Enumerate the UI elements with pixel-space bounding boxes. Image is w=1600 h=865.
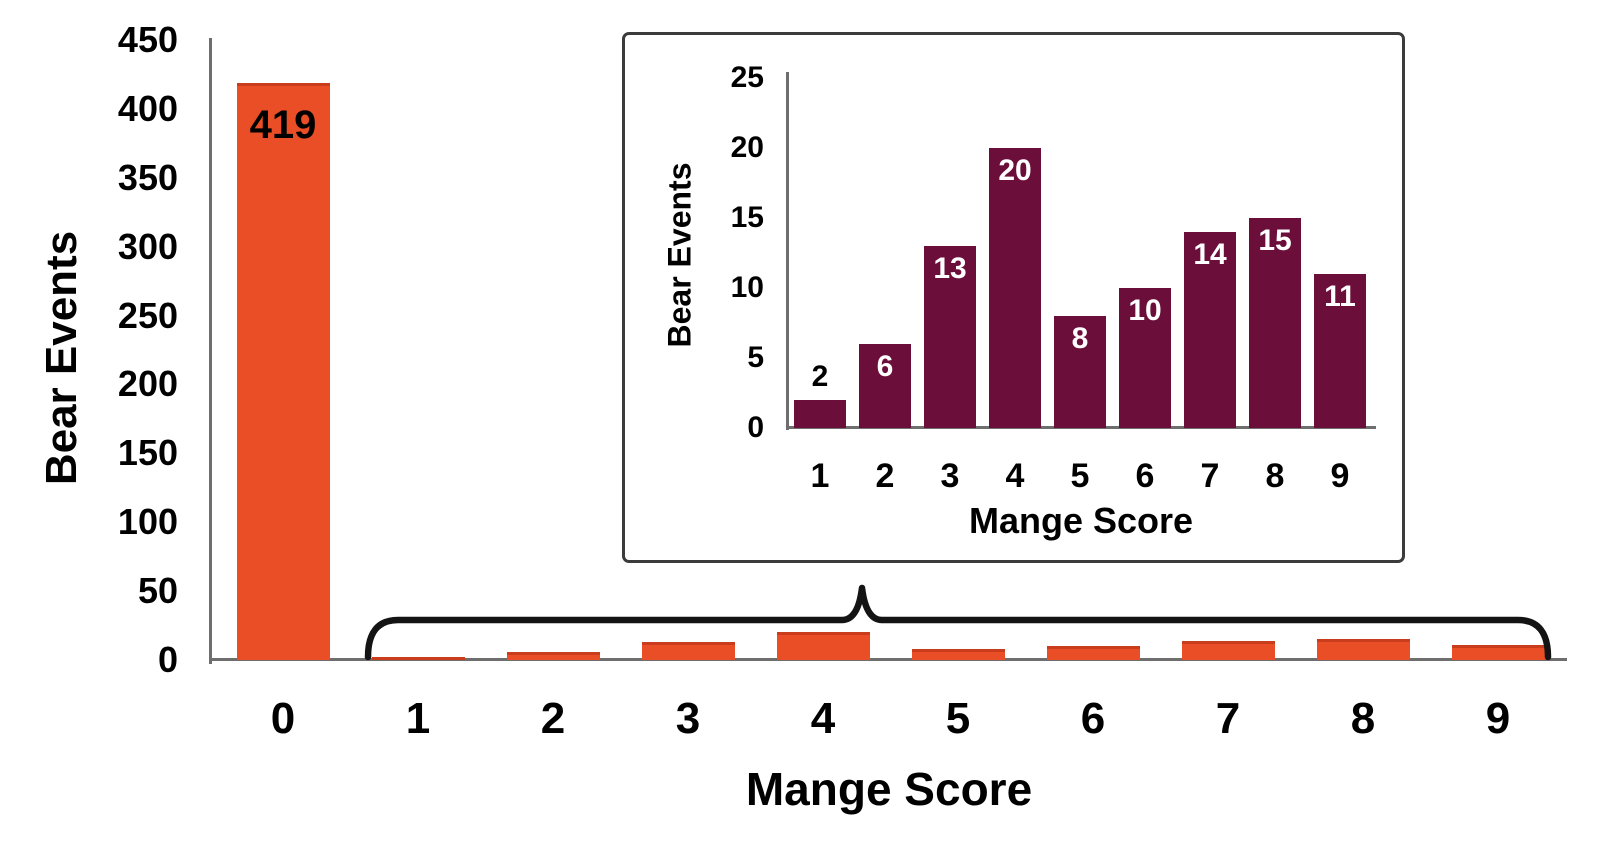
x-tick-label: 3 — [675, 694, 701, 743]
y-tick-label: 150 — [117, 432, 178, 474]
bar-mange-score-1 — [794, 400, 846, 428]
bar-mange-score-4 — [989, 148, 1041, 428]
bar-value-label: 10 — [1128, 294, 1162, 327]
y-tick-label: 300 — [117, 225, 178, 267]
y-tick-label: 5 — [747, 341, 764, 374]
y-tick-label: 200 — [117, 363, 178, 405]
bar-value-label: 2 — [811, 360, 829, 393]
y-tick-label: 10 — [730, 271, 764, 304]
y-tick-label: 250 — [117, 294, 178, 336]
x-tick-label: 6 — [1080, 694, 1106, 743]
x-tick-label: 4 — [1005, 457, 1025, 495]
bar-mange-score-4 — [776, 632, 870, 660]
bar-mange-score-0 — [236, 82, 330, 660]
y-tick-label: 400 — [117, 87, 178, 129]
bar-value-label: 20 — [998, 154, 1032, 187]
x-tick-label: 6 — [1135, 457, 1155, 495]
bar-mange-score-9 — [1314, 274, 1366, 428]
bar-value-label: 13 — [933, 252, 967, 285]
y-tick-label: 15 — [730, 201, 764, 234]
x-tick-label: 2 — [875, 457, 895, 495]
y-tick-label: 20 — [730, 131, 764, 164]
inset-y-axis-line — [786, 72, 789, 430]
bar-mange-score-3 — [641, 642, 735, 660]
bar-mange-score-5 — [911, 648, 1005, 660]
bar-value-label: 419 — [249, 102, 317, 147]
bar-mange-score-2 — [859, 344, 911, 428]
y-tick-label: 50 — [137, 570, 178, 612]
x-tick-label: 9 — [1330, 457, 1350, 495]
bar-mange-score-7 — [1184, 232, 1236, 428]
y-tick-label: 25 — [730, 61, 764, 94]
bar-mange-score-8 — [1249, 218, 1301, 428]
x-tick-label: 7 — [1200, 457, 1220, 495]
inset-x-axis-title: Mange Score — [968, 500, 1194, 541]
x-tick-label: 8 — [1350, 694, 1376, 743]
bar-mange-score-1 — [371, 657, 465, 660]
inset-chart-panel: Bear Events Mange Score 0 5 10 15 20 25 2 1 6 2 13… — [622, 32, 1405, 563]
x-tick-label: 4 — [810, 694, 836, 743]
y-tick-label: 100 — [117, 501, 178, 543]
bar-mange-score-7 — [1181, 640, 1275, 660]
x-tick-label: 3 — [940, 457, 960, 495]
x-tick-label: 2 — [540, 694, 566, 743]
bar-mange-score-9 — [1451, 644, 1545, 660]
x-tick-label: 5 — [1070, 457, 1090, 495]
x-tick-label: 7 — [1215, 694, 1241, 743]
bar-value-label: 11 — [1324, 280, 1356, 313]
bar-mange-score-5 — [1054, 316, 1106, 428]
bar-mange-score-8 — [1316, 639, 1410, 660]
main-y-axis-line — [209, 38, 212, 664]
bar-mange-score-6 — [1119, 288, 1171, 428]
bar-value-label: 6 — [876, 350, 894, 383]
x-tick-label: 5 — [945, 694, 971, 743]
bar-value-label: 8 — [1071, 322, 1089, 355]
bar-value-label: 15 — [1258, 224, 1292, 257]
y-tick-label: 350 — [117, 156, 178, 198]
main-x-axis-title: Mange Score — [745, 763, 1033, 815]
bar-mange-score-3 — [924, 246, 976, 428]
y-tick-label: 0 — [157, 639, 178, 680]
x-tick-label: 8 — [1265, 457, 1285, 495]
bar-value-label: 14 — [1193, 238, 1227, 271]
y-tick-label: 450 — [117, 19, 178, 60]
x-tick-label: 1 — [405, 694, 431, 743]
bar-mange-score-2 — [506, 651, 600, 660]
bar-mange-score-6 — [1046, 646, 1140, 660]
x-tick-label: 1 — [810, 457, 830, 495]
x-tick-label: 0 — [270, 694, 296, 743]
inset-chart-plot-area: 0 5 10 15 20 25 2 1 6 2 13 3 20 4 8 5 10 6 14 7 15 8 11 9 — [622, 32, 1405, 563]
x-tick-label: 9 — [1485, 694, 1511, 743]
y-tick-label: 0 — [747, 411, 764, 444]
